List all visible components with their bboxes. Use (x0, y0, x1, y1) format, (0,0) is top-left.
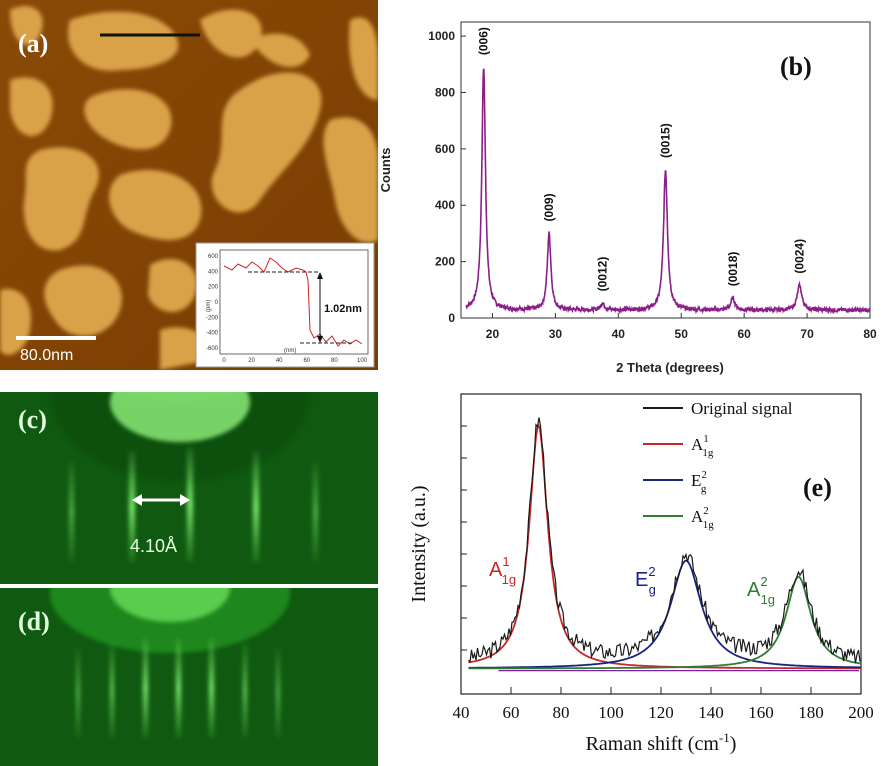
xrd-peak-label: (0018) (726, 252, 740, 287)
afm-image-panel: (a) 80.0nm 600 400 200 0 -200 -400 -600 0 20 40 6… (0, 0, 378, 370)
xrd-x-tick-label: 50 (675, 327, 689, 341)
inset-y-tick: -400 (206, 331, 219, 337)
panel-e-label: (e) (803, 473, 832, 502)
xrd-peak-label: (0024) (793, 239, 807, 274)
height-profile-inset: 600 400 200 0 -200 -400 -600 0 20 40 60 80 100 (pm)… (195, 242, 375, 368)
xrd-x-tick-label: 70 (800, 327, 814, 341)
xrd-y-tick-label: 200 (435, 255, 455, 269)
inset-y-tick: 200 (208, 285, 219, 291)
inset-x-label: (nm) (284, 348, 296, 354)
raman-chart-panel: 40 60 80 100 120 140 160 180 200 Original signal… (385, 384, 885, 766)
rheed-pattern-c: 4.10Å (c) (0, 392, 378, 584)
inset-y-tick: 400 (208, 269, 219, 275)
raman-x-tick-label: 120 (648, 703, 674, 722)
legend-entry: E2 g (691, 469, 707, 495)
scale-bar-label: 80.0nm (20, 347, 73, 364)
xrd-peak-label: (0015) (659, 123, 673, 158)
step-height-label: 1.02nm (324, 303, 362, 315)
inset-y-tick: 0 (215, 300, 219, 306)
raman-x-axis-label: Raman shift (cm-1) (586, 730, 737, 755)
xrd-peak-label: (0012) (596, 257, 610, 292)
xrd-peak-label: (006) (477, 27, 491, 55)
xrd-x-tick-label: 60 (737, 327, 751, 341)
xrd-chart-panel: 0 200 400 600 800 1000 20 30 40 50 60 70 80 (006) (0… (380, 0, 885, 380)
rheed-streaks-c (69, 447, 318, 562)
inset-x-tick: 100 (357, 358, 368, 364)
profile-curve (223, 257, 363, 347)
spacing-label: 4.10Å (130, 536, 177, 556)
xrd-x-tick-label: 30 (549, 327, 563, 341)
rheed-panel-c: 4.10Å (c) (0, 392, 378, 584)
xrd-plot-area (460, 21, 871, 319)
raman-peak-label: E2 g (635, 564, 656, 597)
inset-y-tick: 600 (208, 254, 219, 260)
raman-x-tick-label: 140 (698, 703, 724, 722)
legend-entry: A2 1g (691, 505, 714, 531)
raman-plot-area (460, 393, 862, 695)
inset-x-tick: 0 (222, 358, 226, 364)
xrd-y-tick-label: 400 (435, 198, 455, 212)
panel-a-label: (a) (18, 29, 48, 58)
xrd-x-axis-label: 2 Theta (degrees) (616, 360, 724, 375)
xrd-chart: 0 200 400 600 800 1000 20 30 40 50 60 70 80 (006) (0… (380, 21, 877, 375)
rheed-pattern-d: (d) (0, 588, 378, 766)
xrd-y-tick-label: 600 (435, 142, 455, 156)
xrd-x-tick-label: 20 (486, 327, 500, 341)
raman-x-tick-label: 180 (798, 703, 824, 722)
panel-d-label: (d) (18, 607, 50, 636)
legend-entry: A1 1g (691, 433, 714, 459)
panel-b-label: (b) (780, 52, 812, 81)
xrd-x-tick-label: 40 (612, 327, 626, 341)
raman-peak-label: A2 1g (747, 574, 775, 607)
inset-y-label: (pm) (206, 300, 212, 312)
raman-x-tick-label: 160 (748, 703, 774, 722)
legend-entry: Original signal (691, 399, 793, 418)
inset-y-tick: -600 (206, 346, 219, 352)
xrd-y-axis-label: Counts (380, 148, 393, 193)
xrd-peak-label: (009) (542, 193, 556, 221)
raman-peak-label: A1 1g (489, 554, 516, 587)
raman-original-signal (468, 417, 861, 664)
rheed-streaks-d (76, 638, 280, 738)
inset-x-tick: 80 (331, 358, 338, 364)
raman-x-tick-label: 40 (453, 703, 470, 722)
rheed-panel-d: (d) (0, 588, 378, 766)
xrd-y-tick-label: 0 (448, 311, 455, 325)
raman-x-tick-label: 60 (503, 703, 520, 722)
inset-x-tick: 20 (248, 358, 255, 364)
raman-x-tick-label: 80 (553, 703, 570, 722)
xrd-x-tick-label: 80 (863, 327, 877, 341)
raman-chart: 40 60 80 100 120 140 160 180 200 Original signal… (408, 393, 874, 755)
xrd-y-tick-label: 1000 (428, 29, 455, 43)
raman-x-tick-label: 100 (598, 703, 624, 722)
xrd-series-line (465, 68, 871, 315)
panel-c-label: (c) (18, 405, 47, 434)
raman-y-axis-label: Intensity (a.u.) (408, 485, 430, 602)
inset-y-tick: -200 (206, 315, 219, 321)
raman-x-tick-label: 200 (848, 703, 874, 722)
inset-x-tick: 60 (303, 358, 310, 364)
xrd-y-tick-label: 800 (435, 85, 455, 99)
inset-x-tick: 40 (276, 358, 283, 364)
